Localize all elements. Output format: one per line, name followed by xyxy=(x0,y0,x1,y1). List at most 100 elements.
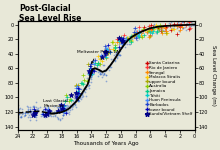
Point xyxy=(78,96,82,99)
Point xyxy=(88,62,92,64)
Point xyxy=(136,31,139,33)
Point xyxy=(187,21,191,24)
Point xyxy=(35,119,38,122)
Point xyxy=(41,113,45,115)
Point xyxy=(146,32,149,34)
Point xyxy=(77,93,81,95)
Point xyxy=(97,63,101,66)
Point xyxy=(147,29,150,32)
Point xyxy=(141,29,144,32)
Point xyxy=(17,108,21,110)
Point xyxy=(100,56,104,58)
Point xyxy=(138,26,141,28)
Point xyxy=(186,18,190,20)
Point xyxy=(30,108,34,110)
Point xyxy=(20,111,23,114)
Point xyxy=(61,114,64,116)
Point xyxy=(48,114,52,116)
Point xyxy=(121,40,124,42)
Point xyxy=(61,111,65,114)
Point xyxy=(129,39,132,41)
Point xyxy=(17,110,20,112)
Point xyxy=(185,22,188,24)
Point xyxy=(56,117,60,120)
Point xyxy=(80,92,84,94)
Point xyxy=(177,23,181,25)
Point xyxy=(162,30,166,32)
Point xyxy=(117,41,121,44)
Point xyxy=(139,31,143,34)
Point xyxy=(189,21,192,23)
Point xyxy=(81,74,85,76)
Point xyxy=(100,72,103,75)
Point xyxy=(61,110,64,112)
Point xyxy=(52,105,55,107)
Point xyxy=(154,32,157,34)
Point xyxy=(26,112,29,115)
Point xyxy=(130,37,134,40)
Point xyxy=(119,46,123,48)
Point xyxy=(45,109,48,111)
Point xyxy=(61,107,65,110)
Point xyxy=(156,26,160,28)
Point xyxy=(131,35,134,37)
Point xyxy=(28,114,31,116)
Point xyxy=(57,109,61,112)
Point xyxy=(104,49,108,51)
Point xyxy=(98,57,101,60)
Point xyxy=(61,107,65,110)
Point xyxy=(149,23,153,26)
Point xyxy=(106,67,110,69)
Point xyxy=(178,29,182,31)
Point xyxy=(175,27,179,29)
Point xyxy=(137,31,140,34)
Point xyxy=(33,113,37,116)
Point xyxy=(125,43,129,45)
Point xyxy=(39,106,42,109)
Point xyxy=(184,17,188,20)
Point xyxy=(68,105,72,107)
Point xyxy=(160,26,163,28)
Point xyxy=(118,53,122,56)
Point xyxy=(45,112,48,114)
Point xyxy=(192,24,196,27)
Point xyxy=(138,35,141,38)
Point xyxy=(37,109,40,111)
Point xyxy=(113,44,116,46)
Point xyxy=(141,28,145,31)
Point xyxy=(68,107,72,110)
Point xyxy=(76,84,80,86)
Point xyxy=(72,100,75,102)
Point xyxy=(180,21,183,23)
Point xyxy=(102,73,105,76)
Point xyxy=(64,104,67,107)
Point xyxy=(139,30,143,33)
Point xyxy=(19,115,23,118)
Point xyxy=(23,114,26,117)
Point xyxy=(62,110,66,113)
Point xyxy=(69,99,72,101)
Point xyxy=(143,28,147,31)
Point xyxy=(57,111,61,113)
Point xyxy=(71,108,74,111)
Point xyxy=(33,112,36,114)
Point xyxy=(54,111,58,114)
Point xyxy=(176,21,180,23)
Point xyxy=(126,39,129,41)
Point xyxy=(63,105,66,108)
Point xyxy=(104,70,107,72)
Point xyxy=(73,99,77,102)
Point xyxy=(20,115,23,117)
Point xyxy=(72,101,75,104)
Point xyxy=(51,115,54,117)
Point xyxy=(49,115,53,117)
Point xyxy=(132,31,136,33)
Point xyxy=(54,112,58,114)
Point xyxy=(104,69,107,72)
Point xyxy=(116,53,119,56)
Point xyxy=(61,114,64,117)
Point xyxy=(169,21,172,24)
Point xyxy=(53,114,57,117)
Point xyxy=(164,30,167,33)
Point xyxy=(117,42,121,45)
